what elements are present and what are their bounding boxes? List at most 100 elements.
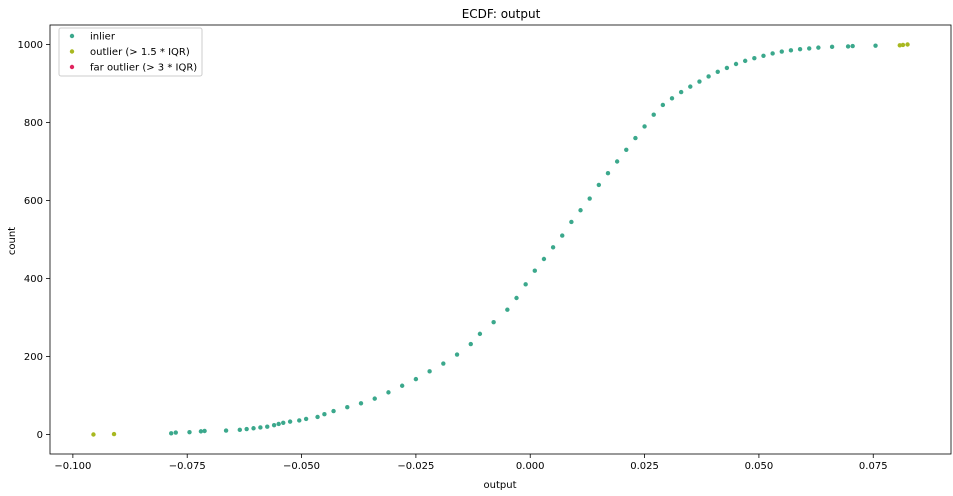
data-point-inlier: [265, 424, 270, 429]
data-point-inlier: [244, 426, 249, 432]
data-point-inlier: [605, 171, 611, 176]
data-point-inlier: [706, 74, 711, 79]
y-axis-label: count: [7, 227, 18, 255]
data-point-inlier: [873, 43, 878, 48]
data-point-inlier: [454, 352, 460, 357]
data-point-inlier: [752, 55, 757, 61]
data-point-inlier: [816, 45, 821, 50]
x-tick-label: 0.075: [859, 461, 888, 472]
data-point-inlier: [505, 307, 510, 312]
data-point-inlier: [761, 53, 766, 59]
y-tick-label: 0: [37, 430, 43, 441]
data-point-outlier: [905, 42, 910, 47]
data-point-inlier: [322, 412, 327, 417]
x-axis: −0.100 −0.075 −0.050 −0.025 0.000 0.025 0.050 0…: [54, 454, 888, 472]
data-point-inlier: [491, 319, 496, 325]
data-point-inlier: [169, 431, 174, 436]
data-point-inlier: [596, 182, 602, 188]
y-tick-label: 800: [24, 118, 43, 129]
data-point-inlier: [271, 422, 277, 428]
y-axis: 0 200 400 600 800 1000: [18, 40, 50, 441]
chart-title: ECDF: output: [462, 7, 541, 21]
data-point-inlier: [797, 46, 803, 52]
data-point-inlier: [315, 414, 320, 420]
x-tick-label: −0.075: [169, 461, 206, 472]
x-tick-label: 0.025: [630, 461, 659, 472]
legend-label: inlier: [90, 32, 116, 43]
y-tick-label: 400: [24, 274, 43, 285]
legend-marker: [69, 64, 75, 70]
data-point-inlier: [386, 390, 391, 395]
data-point-inlier: [660, 102, 666, 108]
data-point-outlier: [897, 43, 902, 48]
data-point-inlier: [251, 426, 256, 431]
y-tick-label: 1000: [18, 40, 43, 51]
x-tick-label: 0.000: [516, 461, 545, 472]
data-point-inlier: [688, 84, 693, 89]
data-point-inlier: [187, 429, 192, 435]
data-point-inlier: [642, 124, 647, 129]
data-point-inlier: [237, 427, 242, 433]
data-point-inlier: [697, 79, 702, 84]
data-point-inlier: [724, 65, 730, 71]
y-tick-label: 200: [24, 352, 43, 363]
data-point-inlier: [399, 383, 405, 388]
data-point-inlier: [223, 428, 229, 433]
data-point-inlier: [523, 282, 528, 287]
legend-box: [58, 27, 203, 77]
x-tick-label: 0.050: [745, 461, 774, 472]
data-point-inlier: [715, 69, 720, 75]
data-point-inlier: [468, 341, 473, 347]
data-point-inlier: [788, 48, 794, 53]
data-point-inlier: [742, 58, 748, 64]
data-point-inlier: [678, 89, 684, 95]
data-point-inlier: [624, 147, 629, 152]
data-point-inlier: [358, 401, 364, 406]
data-point-inlier: [541, 256, 547, 262]
data-point-inlier: [807, 46, 812, 51]
data-point-outlier: [900, 42, 906, 48]
x-tick-label: −0.100: [54, 461, 91, 472]
data-point-inlier: [614, 159, 620, 164]
data-point-inlier: [331, 408, 336, 414]
x-tick-label: −0.050: [283, 461, 320, 472]
data-point-inlier: [198, 429, 204, 434]
data-point-inlier: [477, 331, 483, 337]
legend-marker: [69, 33, 75, 39]
data-point-inlier: [413, 376, 419, 382]
data-point-inlier: [850, 43, 855, 49]
data-point-inlier: [258, 425, 263, 430]
data-point-inlier: [202, 428, 207, 434]
legend-label: outlier (> 1.5 * IQR): [90, 47, 190, 58]
data-point-inlier: [770, 51, 775, 56]
data-point-inlier: [845, 44, 851, 49]
data-point-inlier: [345, 405, 350, 410]
data-point-inlier: [173, 430, 178, 435]
data-point-inlier: [651, 112, 656, 117]
data-points: [91, 42, 910, 437]
data-point-inlier: [287, 419, 293, 424]
data-point-outlier: [111, 431, 117, 437]
data-point-inlier: [372, 396, 377, 401]
x-axis-label: output: [484, 480, 517, 491]
data-point-inlier: [779, 49, 784, 54]
data-point-inlier: [829, 44, 835, 50]
data-point-inlier: [560, 233, 565, 238]
data-point-inlier: [633, 135, 638, 141]
legend-marker: [69, 49, 75, 54]
data-point-inlier: [532, 268, 537, 273]
data-point-inlier: [303, 416, 309, 422]
data-point-outlier: [91, 432, 96, 437]
data-point-inlier: [297, 418, 302, 423]
data-point-inlier: [578, 208, 583, 213]
data-point-inlier: [733, 61, 739, 67]
x-tick-label: −0.025: [397, 461, 434, 472]
data-point-inlier: [281, 420, 286, 425]
data-point-inlier: [441, 361, 446, 366]
legend: inlier outlier (> 1.5 * IQR) far outlier (…: [58, 27, 203, 77]
data-point-inlier: [587, 196, 592, 201]
data-point-inlier: [669, 96, 675, 101]
y-tick-label: 600: [24, 196, 43, 207]
plot-area: [49, 24, 952, 455]
